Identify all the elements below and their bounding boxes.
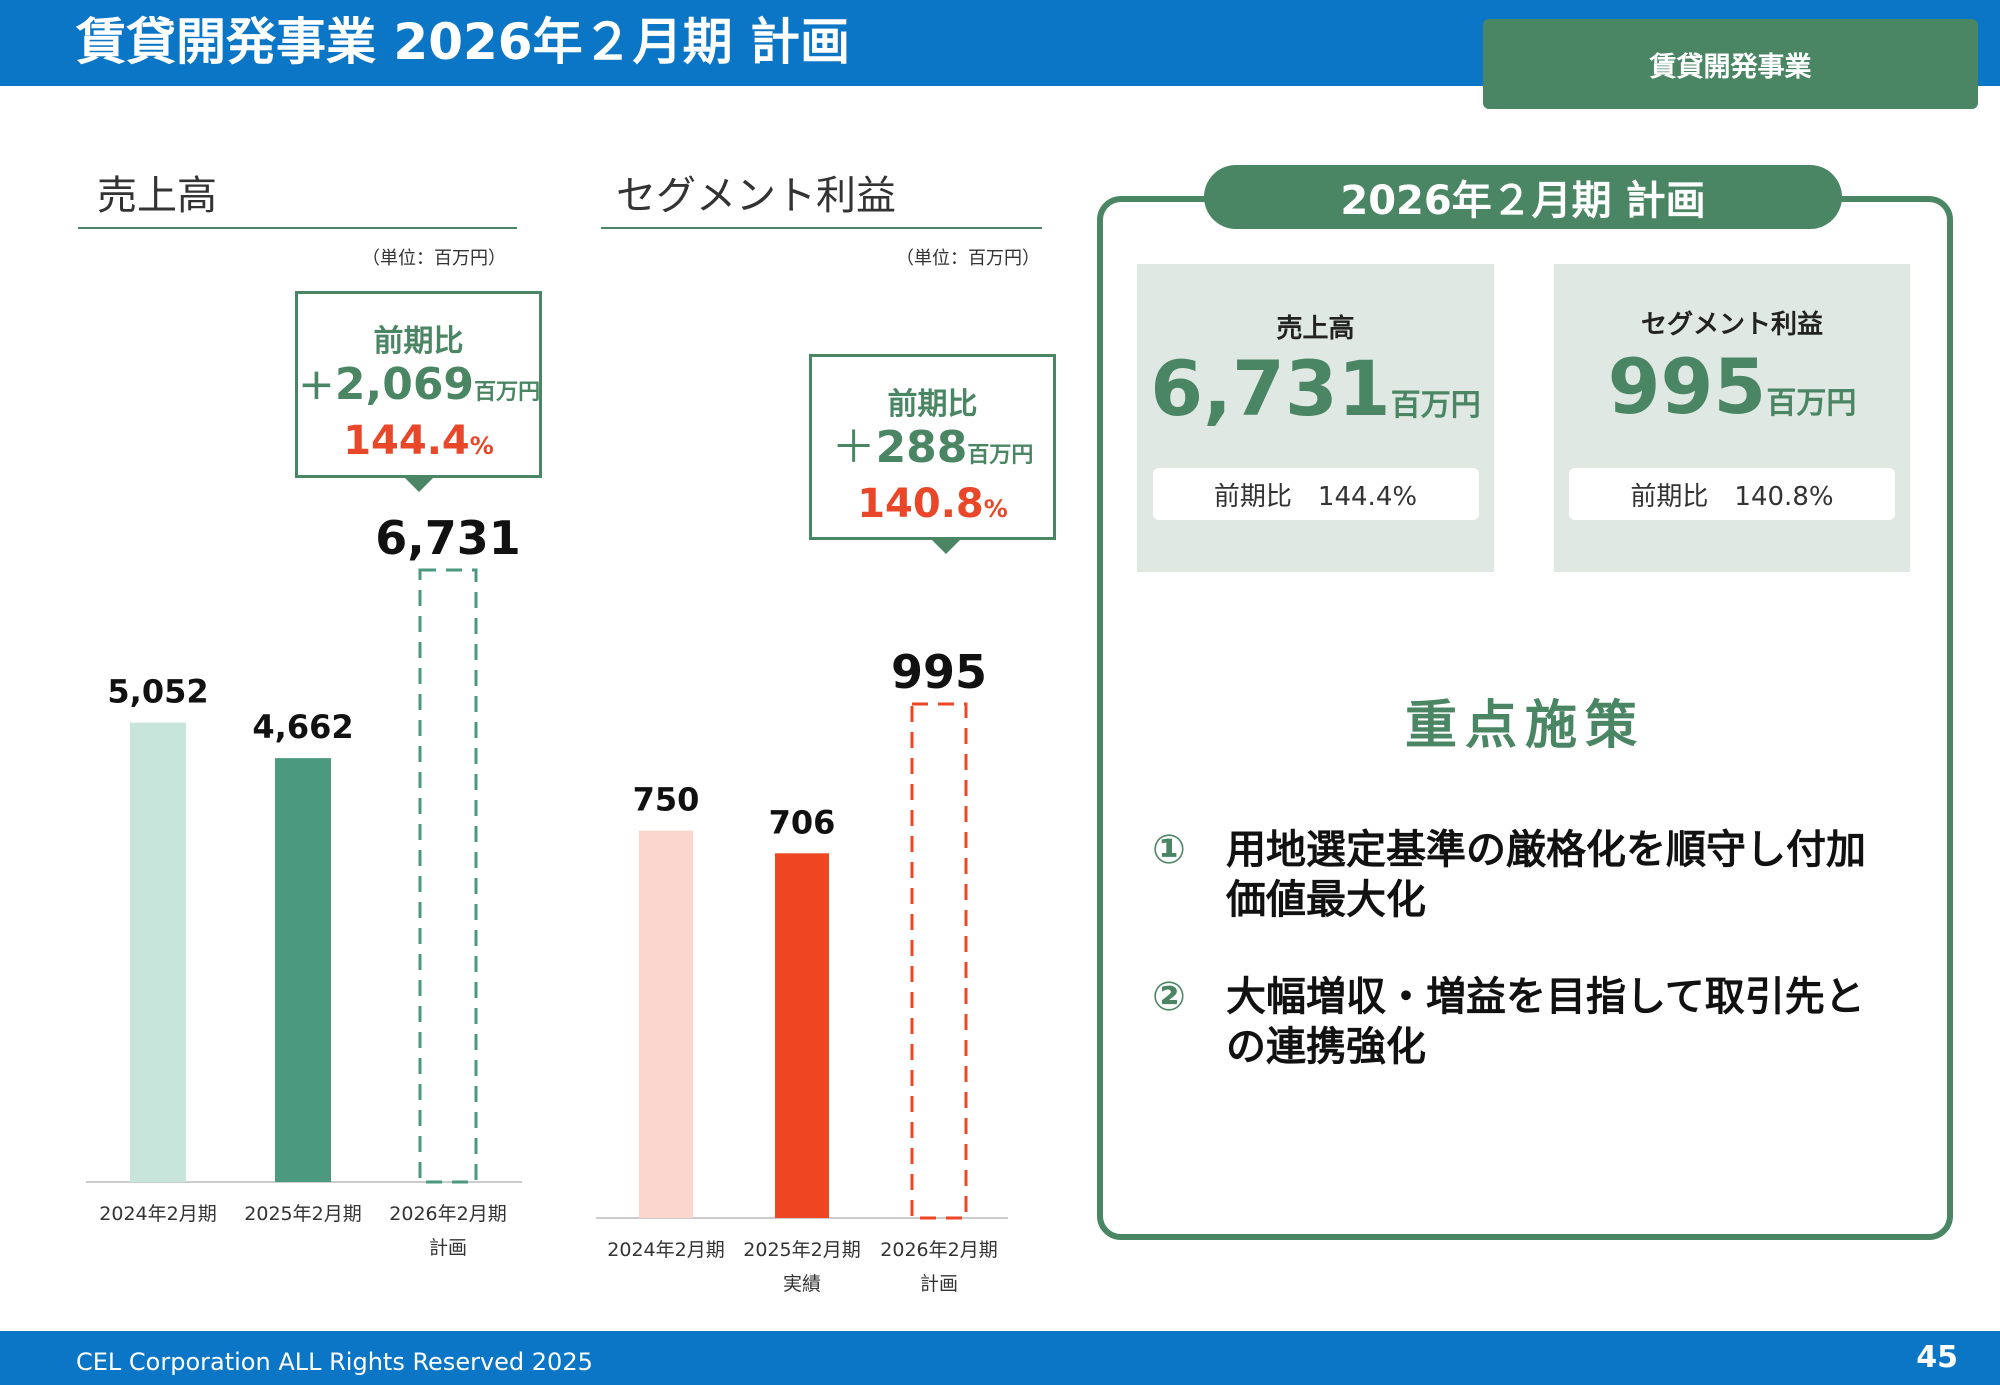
measure-1-number: ① bbox=[1152, 827, 1186, 873]
profit-xtick-label-2-1: 2025年2月期 bbox=[743, 1239, 860, 1261]
sales-callout-label: 前期比 bbox=[373, 324, 464, 359]
profit-callout-pct: 140.8% bbox=[857, 481, 1008, 527]
page-title: 賃貸開発事業 2026年２月期 計画 bbox=[76, 13, 850, 71]
sales-bar-2 bbox=[275, 758, 331, 1182]
kpi-sales-card: 売上高 6,731百万円 前期比 144.4% bbox=[1137, 264, 1494, 572]
profit-callout-diff: ＋288百万円 bbox=[831, 422, 1034, 473]
sales-value-label-2: 4,662 bbox=[252, 708, 353, 746]
segment-tag: 賃貸開発事業 bbox=[1483, 19, 1978, 109]
profit-xtick-label-3-1: 2026年2月期 bbox=[880, 1239, 997, 1261]
page-number: 45 bbox=[1916, 1340, 1958, 1375]
sales-callout-pct: 144.4% bbox=[343, 418, 494, 464]
kpi-sales-yoy: 前期比 144.4% bbox=[1152, 468, 1479, 520]
measure-2-text: 大幅増収・増益を目指して取引先との連携強化 bbox=[1226, 974, 1865, 1070]
sales-unit-note: （単位：百万円） bbox=[362, 248, 506, 269]
sales-bar-chart: 5,052 2024年2月期 4,662 2025年2月期 6,731 2026年2月期計… bbox=[86, 511, 522, 1259]
sales-value-label-3: 6,731 bbox=[375, 511, 521, 565]
measure-1-text: 用地選定基準の厳格化を順守し付加価値最大化 bbox=[1226, 827, 1866, 923]
focus-measures-title: 重点施策 bbox=[1404, 696, 1645, 756]
sales-xtick-label-1-1: 2024年2月期 bbox=[99, 1203, 216, 1225]
kpi-profit-label: セグメント利益 bbox=[1640, 310, 1823, 340]
profit-section-rule bbox=[601, 227, 1042, 229]
profit-callout-pointer bbox=[932, 540, 960, 554]
profit-bar-3-plan bbox=[910, 702, 968, 1220]
kpi-profit-card: セグメント利益 995百万円 前期比 140.8% bbox=[1554, 264, 1910, 572]
plan-panel-title: 2026年２月期 計画 bbox=[1204, 165, 1842, 229]
profit-value-label-3: 995 bbox=[891, 645, 987, 699]
kpi-profit-yoy: 前期比 140.8% bbox=[1569, 468, 1895, 520]
sales-section-rule bbox=[78, 227, 517, 229]
profit-yoy-callout: 前期比 ＋288百万円 140.8% bbox=[809, 354, 1056, 540]
profit-bar-2 bbox=[775, 853, 829, 1218]
sales-xtick-label-2-1: 2025年2月期 bbox=[244, 1203, 361, 1225]
profit-section-title: セグメント利益 bbox=[616, 173, 896, 219]
kpi-profit-value: 995百万円 bbox=[1607, 342, 1857, 431]
profit-value-label-1: 750 bbox=[633, 781, 700, 819]
profit-bar-1 bbox=[639, 830, 693, 1218]
profit-xtick-label-1-1: 2024年2月期 bbox=[607, 1239, 724, 1261]
measure-item-2: ② 大幅増収・増益を目指して取引先との連携強化 bbox=[1152, 972, 1912, 1072]
measure-item-1: ① 用地選定基準の厳格化を順守し付加価値最大化 bbox=[1152, 825, 1912, 925]
measure-2-number: ② bbox=[1152, 974, 1186, 1020]
kpi-sales-value: 6,731百万円 bbox=[1150, 344, 1481, 433]
copyright-text: CEL Corporation ALL Rights Reserved 2025 bbox=[76, 1348, 593, 1376]
sales-callout-diff: +2,069百万円 bbox=[298, 359, 541, 410]
sales-callout-pointer bbox=[405, 478, 433, 492]
profit-xtick-label-2-2: 実績 bbox=[783, 1273, 821, 1295]
profit-callout-label: 前期比 bbox=[887, 387, 978, 422]
sales-bar-1 bbox=[130, 722, 186, 1182]
sales-section-title: 売上高 bbox=[97, 173, 217, 219]
sales-bar-3-plan bbox=[418, 568, 478, 1184]
profit-unit-note: （単位：百万円） bbox=[896, 248, 1040, 269]
profit-value-label-2: 706 bbox=[769, 803, 836, 841]
footer-bar bbox=[0, 1331, 2000, 1385]
sales-yoy-callout: 前期比 +2,069百万円 144.4% bbox=[295, 291, 542, 478]
profit-xtick-label-3-2: 計画 bbox=[920, 1273, 958, 1295]
sales-xtick-label-3-2: 計画 bbox=[429, 1237, 467, 1259]
sales-value-label-1: 5,052 bbox=[107, 673, 208, 711]
kpi-sales-label: 売上高 bbox=[1276, 314, 1355, 344]
sales-xtick-label-3-1: 2026年2月期 bbox=[389, 1203, 506, 1225]
